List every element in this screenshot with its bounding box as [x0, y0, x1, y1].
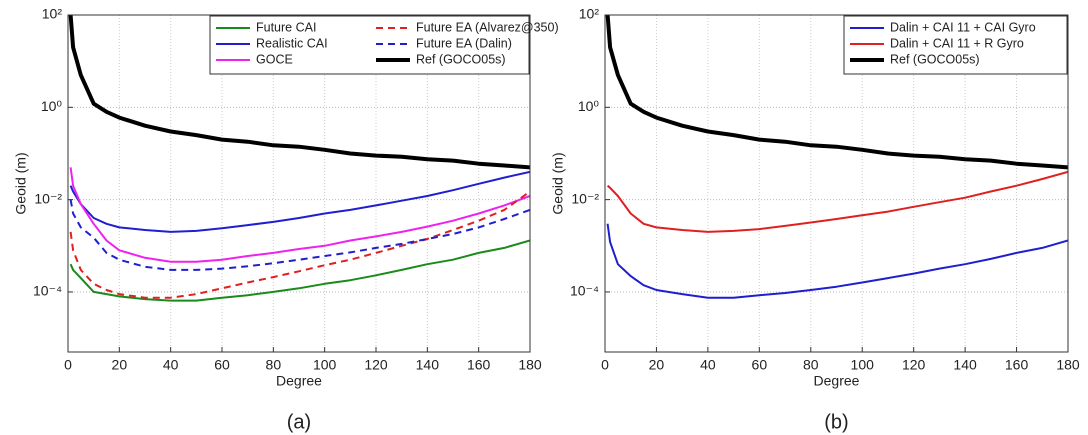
legend-label: Ref (GOCO05s) — [890, 52, 980, 66]
y-tick-label: 10⁰ — [578, 98, 600, 114]
y-tick-label: 10² — [42, 6, 63, 22]
caption: (b) — [824, 411, 848, 433]
x-tick-label: 80 — [803, 357, 819, 373]
x-tick-label: 100 — [851, 357, 875, 373]
x-tick-label: 60 — [214, 357, 230, 373]
series-line — [69, 170, 530, 233]
legend-box — [209, 15, 530, 75]
x-tick-label: 160 — [1005, 357, 1029, 373]
legend-label: Future CAI — [256, 20, 316, 34]
legend-label: Future EA (Dalin) — [416, 36, 512, 50]
legend-label: Dalin + CAI 11 + CAI Gyro — [890, 20, 1036, 34]
y-tick-label: 10⁰ — [41, 98, 63, 114]
legend-label: Realistic CAI — [256, 36, 328, 50]
series-line — [606, 170, 1068, 233]
legend-label: Ref (GOCO05s) — [416, 52, 506, 66]
x-tick-label: 40 — [163, 357, 179, 373]
legend-label: Future EA (Alvarez@350) — [416, 20, 559, 34]
x-tick-label: 40 — [700, 357, 716, 373]
caption: (a) — [287, 411, 311, 433]
y-axis-label: Geoid (m) — [13, 152, 29, 214]
axes-frame — [604, 14, 1069, 353]
x-tick-label: 20 — [112, 357, 128, 373]
series-line — [68, 15, 530, 170]
series-line — [69, 167, 530, 263]
y-tick-label: 10² — [579, 6, 600, 22]
x-tick-label: 120 — [902, 357, 926, 373]
legend-label: Dalin + CAI 11 + R Gyro — [890, 36, 1024, 50]
y-tick-label: 10⁻⁴ — [570, 283, 599, 299]
series-line — [605, 15, 1068, 170]
y-axis-label: Geoid (m) — [550, 152, 566, 214]
x-tick-label: 160 — [467, 357, 491, 373]
x-tick-label: 140 — [416, 357, 440, 373]
x-tick-label: 0 — [601, 357, 609, 373]
y-tick-label: 10⁻² — [34, 190, 62, 206]
x-tick-label: 140 — [953, 357, 977, 373]
series-line — [606, 223, 1068, 299]
x-tick-label: 180 — [518, 357, 542, 373]
series-line — [69, 239, 530, 302]
legend-label: GOCE — [256, 52, 293, 66]
x-axis-label: Degree — [276, 373, 322, 389]
x-tick-label: 120 — [364, 357, 388, 373]
x-axis-label: Degree — [814, 373, 860, 389]
y-tick-label: 10⁻² — [571, 190, 599, 206]
x-tick-label: 100 — [313, 357, 337, 373]
axes-frame — [67, 14, 531, 353]
x-tick-label: 60 — [752, 357, 768, 373]
series-line — [69, 190, 530, 299]
x-tick-label: 80 — [266, 357, 282, 373]
x-tick-label: 180 — [1056, 357, 1080, 373]
x-tick-label: 0 — [64, 357, 72, 373]
x-tick-label: 20 — [649, 357, 665, 373]
y-tick-label: 10⁻⁴ — [33, 283, 62, 299]
